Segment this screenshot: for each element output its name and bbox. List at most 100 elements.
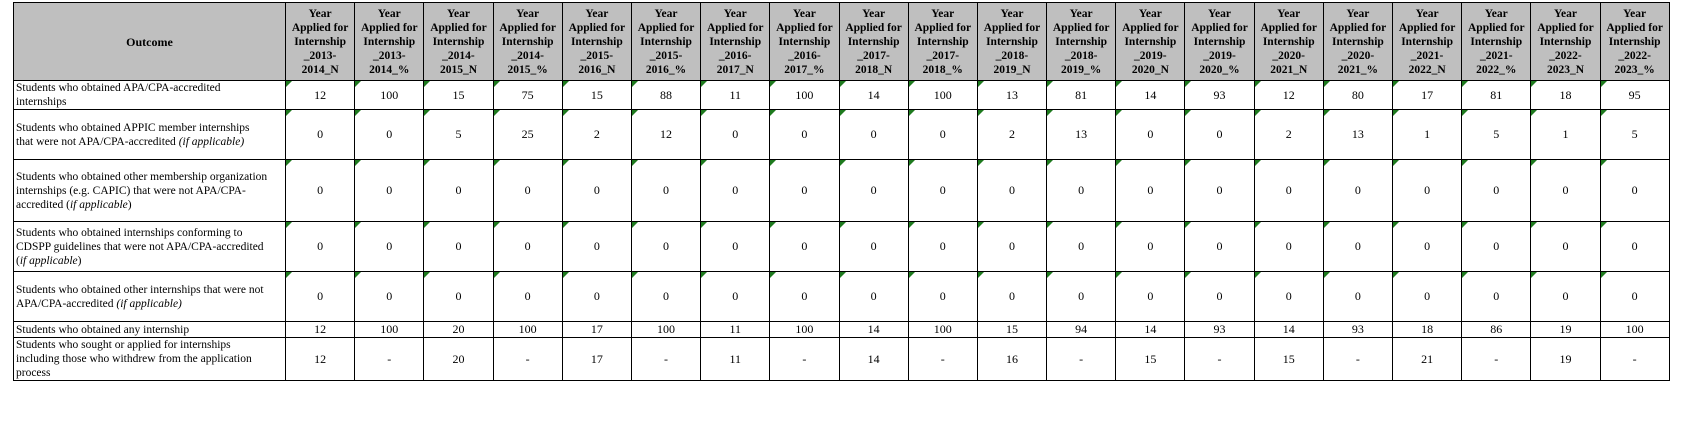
table-row: Students who sought or applied for inter…: [13, 337, 1670, 381]
table-row: Students who obtained APA/CPA-accredited…: [13, 80, 1670, 110]
column-header-line: Year: [446, 7, 470, 20]
table-cell: 0: [907, 109, 978, 160]
table-cell: 19: [1530, 321, 1601, 338]
table-cell: 100: [769, 80, 840, 110]
column-header-line: Year: [585, 7, 609, 20]
table-cell: 0: [1599, 271, 1670, 322]
table-cell: 100: [769, 321, 840, 338]
column-header-line: Year: [723, 7, 747, 20]
table-cell: 5: [1461, 109, 1532, 160]
column-header-line: _2017-: [857, 49, 890, 62]
table-cell: 0: [1322, 159, 1394, 222]
table-cell: 0: [976, 159, 1048, 222]
table-cell: 1: [1530, 109, 1601, 160]
table-cell: 0: [423, 271, 494, 322]
column-header-line: 2017_%: [784, 63, 825, 76]
table-cell: 100: [1599, 321, 1670, 338]
column-header-line: 2017_N: [716, 63, 754, 76]
table-cell: 0: [1461, 271, 1532, 322]
table-cell: 0: [492, 159, 563, 222]
column-header-line: _2015-: [580, 49, 614, 62]
table-cell: 0: [354, 271, 425, 322]
table-cell: 17: [561, 337, 632, 381]
table-cell: 0: [700, 159, 771, 222]
table-cell: 12: [284, 337, 356, 381]
column-header-line: Internship: [1332, 35, 1384, 48]
column-header-line: Year: [516, 7, 540, 20]
table-cell: 0: [492, 221, 563, 272]
table-cell: 0: [284, 159, 356, 222]
table-cell: 12: [1253, 80, 1324, 110]
table-cell: 0: [1322, 271, 1394, 322]
table-cell: 100: [354, 321, 425, 338]
table-cell: 0: [1391, 159, 1463, 222]
column-header-line: _2013-: [372, 49, 406, 62]
column-header: Year Applied for Internship _2020- 2021_N: [1253, 2, 1324, 81]
table-cell: 0: [907, 221, 978, 272]
table-cell: 15: [976, 321, 1048, 338]
table-cell: 15: [1253, 337, 1324, 381]
table-cell: 0: [1184, 159, 1255, 222]
table-cell: 0: [354, 159, 425, 222]
column-header-line: Applied for: [568, 21, 626, 34]
table-cell: 0: [1046, 221, 1117, 272]
column-header-line: _2016-: [788, 49, 821, 62]
table-cell: 14: [838, 80, 909, 110]
table-cell: 86: [1461, 321, 1532, 338]
table-cell: 0: [838, 109, 909, 160]
column-header: Year Applied for Internship _2017- 2018_N: [838, 2, 909, 81]
table-cell: 2: [1253, 109, 1324, 160]
column-header-line: 2015_%: [507, 63, 548, 76]
table-cell: 100: [354, 80, 425, 110]
table-cell: 14: [1253, 321, 1324, 338]
column-header: Year Applied for Internship _2017- 2018_%: [907, 2, 978, 81]
table-cell: 100: [907, 80, 978, 110]
column-header: Year Applied for Internship _2021- 2022_N: [1391, 2, 1463, 81]
column-header-line: _2021-: [1410, 49, 1444, 62]
table-cell: 0: [1115, 159, 1186, 222]
column-header: Year Applied for Internship _2015- 2016_%: [630, 2, 702, 81]
row-label: Students who obtained APPIC member inter…: [13, 109, 286, 160]
table-cell: 0: [976, 221, 1048, 272]
table-row: Students who obtained any internship 12 10…: [13, 321, 1670, 338]
table-cell: 14: [1115, 321, 1186, 338]
table-cell: 21: [1391, 337, 1463, 381]
table-cell: 5: [423, 109, 494, 160]
table-cell: 75: [492, 80, 563, 110]
table-cell: 0: [1461, 159, 1532, 222]
table-cell: 20: [423, 321, 494, 338]
column-header-line: Applied for: [1606, 21, 1663, 34]
table-cell: 0: [423, 221, 494, 272]
column-header-line: _2018-: [995, 49, 1029, 62]
column-header-line: Internship: [778, 35, 831, 48]
column-header: Year Applied for Internship _2016- 2017_N: [700, 2, 771, 81]
table-cell: 0: [284, 271, 356, 322]
column-header-line: 2016_N: [578, 63, 616, 76]
column-header-line: Year: [792, 7, 816, 20]
column-header-line: 2022_N: [1408, 63, 1446, 76]
column-header: Year Applied for Internship _2022- 2023_N: [1530, 2, 1601, 81]
row-label: Students who sought or applied for inter…: [13, 337, 286, 381]
column-header-line: 2014_%: [369, 63, 410, 76]
column-header-line: Internship: [916, 35, 969, 48]
table-cell: 0: [700, 271, 771, 322]
column-header-line: Internship: [1262, 35, 1315, 48]
table-cell: 0: [284, 109, 356, 160]
table-cell: 14: [838, 321, 909, 338]
column-header-line: Applied for: [1329, 21, 1387, 34]
column-header-line: 2019_%: [1061, 63, 1102, 76]
table-cell: 0: [907, 271, 978, 322]
if-applicable-note: (if applicable): [116, 297, 182, 310]
column-header-line: _2014-: [511, 49, 544, 62]
table-cell: 0: [1046, 159, 1117, 222]
table-cell: 17: [1391, 80, 1463, 110]
column-header-line: 2016_%: [645, 63, 687, 76]
table-cell: 94: [1046, 321, 1117, 338]
table-cell: 100: [630, 321, 702, 338]
column-header-line: 2014_N: [301, 63, 339, 76]
column-header: Year Applied for Internship _2022- 2023_%: [1599, 2, 1670, 81]
column-header-line: 2015_N: [439, 63, 477, 76]
column-header: Year Applied for Internship _2019- 2020_%: [1184, 2, 1255, 81]
table-cell: 0: [492, 271, 563, 322]
column-header: Year Applied for Internship _2015- 2016_N: [561, 2, 632, 81]
